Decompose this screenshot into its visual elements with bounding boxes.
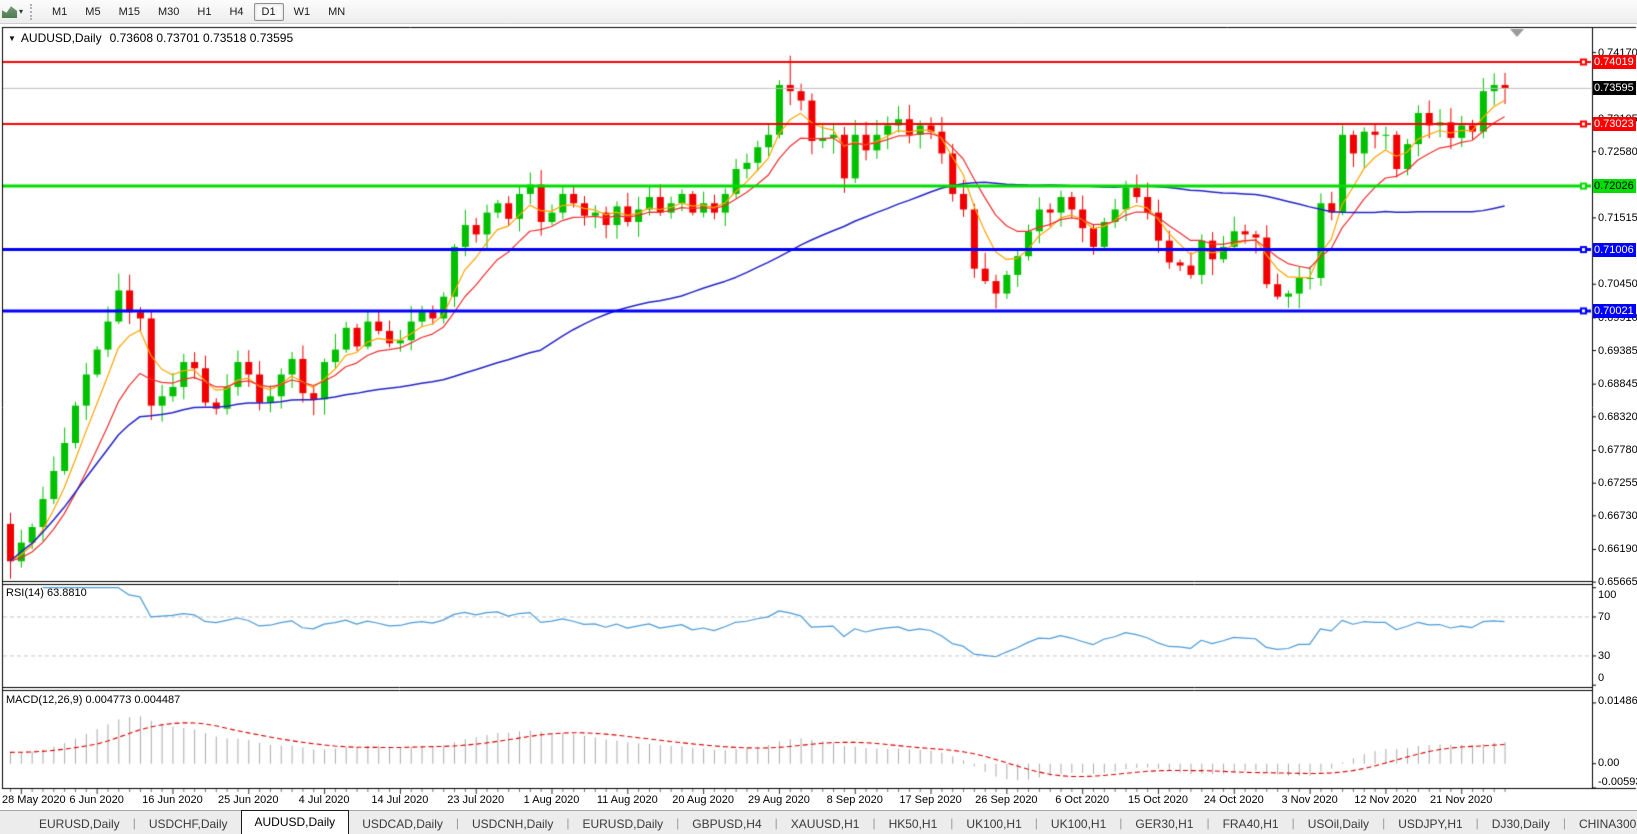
chart-symbol-label: AUDUSD,Daily [20, 31, 102, 45]
tab-divider: | [1291, 816, 1295, 830]
tab-divider: | [1034, 816, 1038, 830]
date-axis-label: 28 May 2020 [2, 794, 66, 806]
price-axis-tick: 0.71515 [1598, 212, 1637, 224]
chart-tab-USDCAD-Daily[interactable]: USDCAD,Daily [362, 817, 443, 831]
price-line-badge: 0.73023 [1593, 117, 1636, 131]
price-line-badge: 0.74019 [1593, 55, 1636, 69]
chart-tab-USDCNH-Daily[interactable]: USDCNH,Daily [472, 817, 554, 831]
price-axis-tick: 0.66190 [1598, 543, 1637, 555]
charts-icon[interactable] [2, 6, 17, 18]
date-axis-label: 25 Jun 2020 [217, 794, 279, 806]
date-axis-label: 26 Sep 2020 [975, 794, 1038, 806]
date-axis-label: 20 Aug 2020 [672, 794, 735, 806]
tab-divider: | [774, 816, 778, 830]
date-axis-label: 1 Aug 2020 [523, 794, 580, 806]
tab-divider: | [1475, 816, 1479, 830]
current-price-badge: 0.73595 [1593, 81, 1636, 95]
price-axis-tick: 0.68320 [1598, 411, 1637, 423]
rsi-axis-label: 0 [1598, 672, 1605, 684]
toolbar: ▾ M1 M5 M15 M30 H1 H4 D1 W1 MN [0, 0, 1637, 24]
tab-divider: | [676, 816, 680, 830]
chart-tab-UK100-H1[interactable]: UK100,H1 [966, 817, 1022, 831]
price-axis-tick: 0.65665 [1598, 576, 1637, 588]
timeframe-button-group: M1 M5 M15 M30 H1 H4 D1 W1 MN [43, 2, 354, 21]
timeframe-button-W1[interactable]: W1 [293, 5, 311, 18]
date-axis-label: 29 Aug 2020 [748, 794, 810, 806]
chart-tabs-bar: EURUSD,Daily | USDCHF,Daily AUDUSD,Daily USD… [0, 810, 1637, 834]
tab-divider: | [1562, 816, 1566, 830]
chart-tab-FRA40-H1[interactable]: FRA40,H1 [1222, 817, 1279, 831]
date-axis-label: 17 Sep 2020 [899, 794, 962, 806]
chart-ohlc-values: 0.73608 0.73701 0.73518 0.73595 [109, 31, 294, 45]
date-axis-label: 16 Jun 2020 [142, 794, 203, 806]
date-axis-label: 14 Jul 2020 [371, 794, 429, 806]
macd-indicator-label: MACD(12,26,9) 0.004773 0.004487 [6, 694, 181, 706]
tab-divider: | [455, 816, 459, 830]
macd-axis-label: -0.005938 [1598, 776, 1637, 788]
date-axis-label: 8 Sep 2020 [826, 794, 883, 806]
chart-tab-DJ30-Daily[interactable]: DJ30,Daily [1491, 817, 1550, 831]
timeframe-button-M15[interactable]: M15 [118, 5, 140, 18]
chart-canvas[interactable] [0, 24, 1637, 810]
chart-tab-CHINA300-H1[interactable]: CHINA300,H1 [1578, 817, 1637, 831]
price-axis-tick: 0.66730 [1598, 510, 1637, 522]
timeframe-button-M1[interactable]: M1 [52, 5, 68, 18]
chart-tab-EURUSD-Daily[interactable]: EURUSD,Daily [582, 817, 664, 831]
tab-divider: | [872, 816, 876, 830]
timeframe-button-H4[interactable]: H4 [229, 5, 244, 18]
price-axis-tick: 0.67780 [1598, 444, 1637, 456]
timeframe-button-MN[interactable]: MN [328, 5, 346, 18]
date-axis-label: 4 Jul 2020 [298, 794, 350, 806]
timeframe-button-M30[interactable]: M30 [157, 5, 180, 18]
chart-tab-GER30-H1[interactable]: GER30,H1 [1135, 817, 1194, 831]
date-axis-label: 24 Oct 2020 [1203, 794, 1264, 806]
chart-tab-USOil-Daily[interactable]: USOil,Daily [1307, 817, 1370, 831]
symbol-dropdown-icon[interactable]: ▼ [8, 34, 16, 43]
chart-tab-AUDUSD-Daily[interactable]: AUDUSD,Daily [240, 810, 350, 834]
price-axis-tick: 0.67255 [1598, 477, 1637, 489]
price-axis-tick: 0.69385 [1598, 345, 1637, 357]
tab-divider: | [132, 816, 136, 830]
rsi-axis-label: 100 [1598, 589, 1617, 601]
date-axis-label: 3 Nov 2020 [1281, 794, 1338, 806]
chart-tab-EURUSD-Daily[interactable]: EURUSD,Daily [39, 817, 120, 831]
date-axis-label: 6 Jun 2020 [69, 794, 124, 806]
rsi-axis-label: 70 [1598, 611, 1611, 623]
timeframe-button-D1[interactable]: D1 [253, 2, 284, 21]
date-axis-label: 23 Jul 2020 [447, 794, 505, 806]
toolbar-grip[interactable] [30, 3, 36, 20]
timeframe-button-M5[interactable]: M5 [85, 5, 101, 18]
macd-axis-label: 0.00 [1598, 757, 1620, 769]
date-axis-label: 11 Aug 2020 [596, 794, 658, 806]
chart-tab-UK100-H1[interactable]: UK100,H1 [1050, 817, 1107, 831]
date-axis-label: 12 Nov 2020 [1354, 794, 1417, 806]
rsi-indicator-label: RSI(14) 63.8810 [6, 587, 87, 599]
price-line-badge: 0.70021 [1593, 304, 1636, 318]
tab-divider: | [566, 816, 570, 830]
price-line-badge: 0.71006 [1593, 243, 1636, 257]
charts-dropdown-icon[interactable]: ▾ [19, 7, 24, 16]
price-axis-tick: 0.70450 [1598, 278, 1637, 290]
timeframe-button-H1[interactable]: H1 [197, 5, 212, 18]
macd-axis-label: 0.014861 [1598, 695, 1637, 707]
tab-divider: | [1382, 816, 1386, 830]
tab-divider: | [1206, 816, 1210, 830]
chart-tab-GBPUSD-H4[interactable]: GBPUSD,H4 [692, 817, 762, 831]
chart-title: ▼ AUDUSD,Daily 0.73608 0.73701 0.73518 0.7… [8, 31, 293, 45]
chart-tab-XAUUSD-H1[interactable]: XAUUSD,H1 [790, 817, 860, 831]
chart-tab-USDCHF-Daily[interactable]: USDCHF,Daily [148, 817, 228, 831]
tab-divider: | [950, 816, 954, 830]
price-axis-tick: 0.68845 [1598, 378, 1637, 390]
date-axis-label: 15 Oct 2020 [1128, 794, 1188, 806]
rsi-axis-label: 30 [1598, 650, 1611, 662]
tab-divider: | [1119, 816, 1123, 830]
chart-tab-HK50-H1[interactable]: HK50,H1 [888, 817, 938, 831]
chart-tab-USDJPY-H1[interactable]: USDJPY,H1 [1398, 817, 1463, 831]
price-line-badge: 0.72026 [1593, 179, 1636, 193]
date-axis-label: 6 Oct 2020 [1055, 794, 1110, 806]
date-axis-label: 21 Nov 2020 [1430, 794, 1493, 806]
price-axis-tick: 0.72580 [1598, 146, 1637, 158]
